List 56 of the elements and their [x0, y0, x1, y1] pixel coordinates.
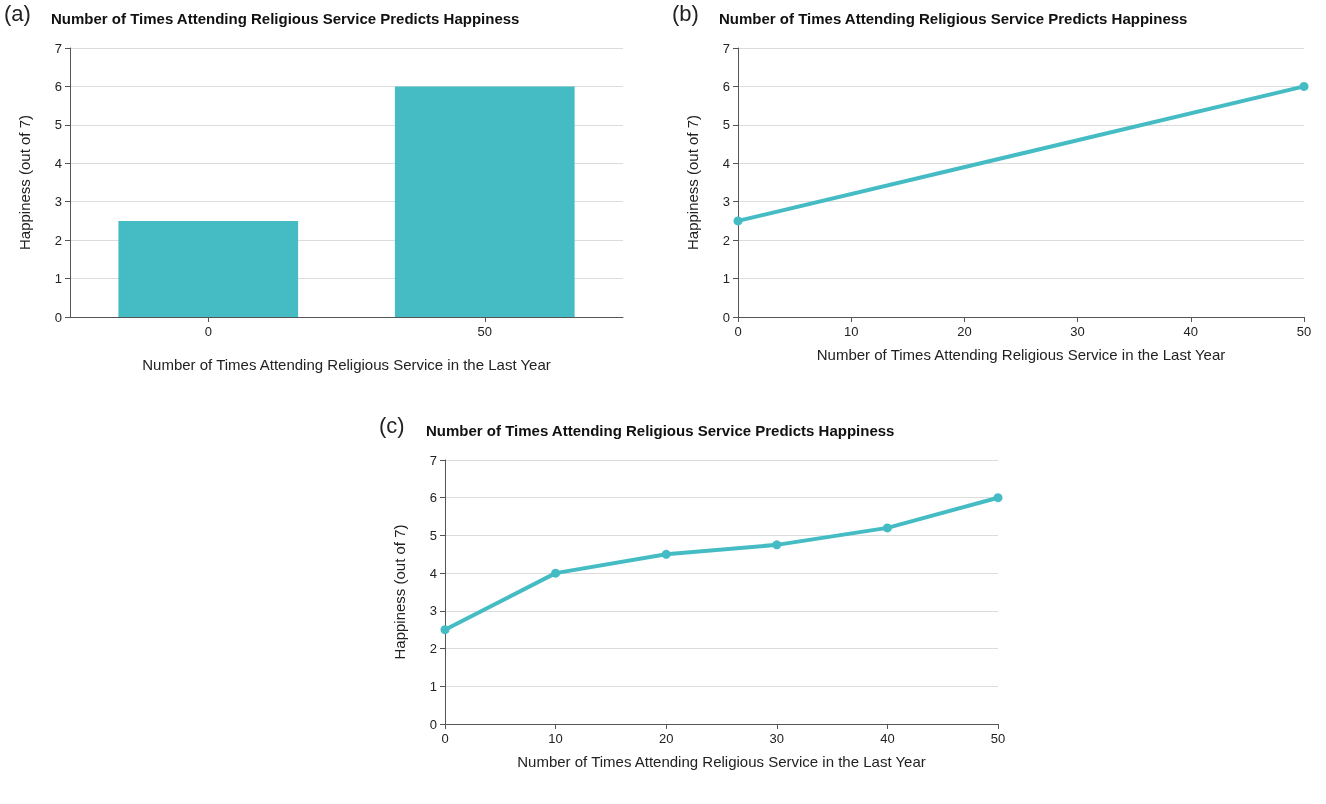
- point: [661, 549, 671, 559]
- y-tick-label: 7: [722, 40, 730, 56]
- x-tick-label: 0: [204, 324, 212, 339]
- chart-title: Number of Times Attending Religious Service Predicts Happiness: [51, 10, 520, 27]
- chart-title: Number of Times Attending Religious Service Predicts Happiness: [426, 422, 895, 439]
- y-tick-label: 7: [429, 452, 437, 468]
- y-tick-label: 2: [429, 641, 437, 657]
- x-tick-label: 0: [734, 324, 742, 339]
- x-tick-label: 20: [658, 731, 674, 746]
- x-tick-label: 50: [1296, 324, 1312, 339]
- x-tick-label: 40: [880, 731, 895, 746]
- x-axis-title: Number of Times Attending Religious Service in the Last Year: [816, 346, 1226, 363]
- y-tick-label: 1: [429, 678, 437, 694]
- y-tick-label: 4: [722, 155, 730, 171]
- y-tick-label: 5: [429, 527, 437, 543]
- y-tick-label: 6: [722, 78, 730, 94]
- y-tick-label: 1: [54, 271, 62, 287]
- x-tick-label: 50: [477, 324, 492, 339]
- x-tick-label: 10: [843, 324, 859, 339]
- y-tick-label: 4: [54, 155, 62, 171]
- x-tick-label: 50: [990, 731, 1006, 746]
- x-tick-label: 0: [441, 731, 449, 746]
- point: [882, 523, 892, 533]
- y-tick-label: 4: [429, 565, 437, 581]
- y-tick-label: 5: [54, 117, 62, 133]
- y-tick-label: 7: [54, 40, 62, 56]
- point: [551, 568, 561, 578]
- y-tick-label: 2: [54, 232, 62, 248]
- x-tick-label: 10: [548, 731, 563, 746]
- y-tick-label: 0: [429, 716, 437, 732]
- text: (b): [672, 0, 699, 26]
- x-tick-label: 30: [1070, 324, 1085, 339]
- y-tick-label: 5: [722, 117, 730, 133]
- y-axis-title: Happiness (out of 7): [16, 114, 33, 251]
- x-tick-label: 30: [769, 731, 785, 746]
- y-tick-label: 0: [722, 309, 730, 325]
- y-tick-label: 0: [54, 309, 62, 325]
- y-tick-label: 6: [429, 490, 437, 506]
- y-tick-label: 3: [429, 603, 437, 619]
- x-tick-label: 40: [1183, 324, 1199, 339]
- x-tick-label: 20: [957, 324, 972, 339]
- y-axis-title: Happiness (out of 7): [684, 114, 701, 251]
- y-tick-label: 6: [54, 78, 62, 94]
- point: [993, 493, 1003, 503]
- y-tick-label: 3: [54, 194, 62, 210]
- point: [440, 625, 450, 635]
- y-axis-title: Happiness (out of 7): [391, 524, 408, 660]
- point: [772, 540, 782, 550]
- x-axis-title: Number of Times Attending Religious Service in the Last Year: [517, 753, 926, 770]
- y-tick-label: 1: [722, 271, 730, 287]
- chart-title: Number of Times Attending Religious Service Predicts Happiness: [719, 10, 1188, 27]
- text: (c): [379, 412, 405, 438]
- y-tick-label: 2: [722, 232, 730, 248]
- y-tick-label: 3: [722, 194, 730, 210]
- text: (a): [4, 0, 31, 26]
- x-axis-title: Number of Times Attending Religious Service in the Last Year: [142, 356, 551, 373]
